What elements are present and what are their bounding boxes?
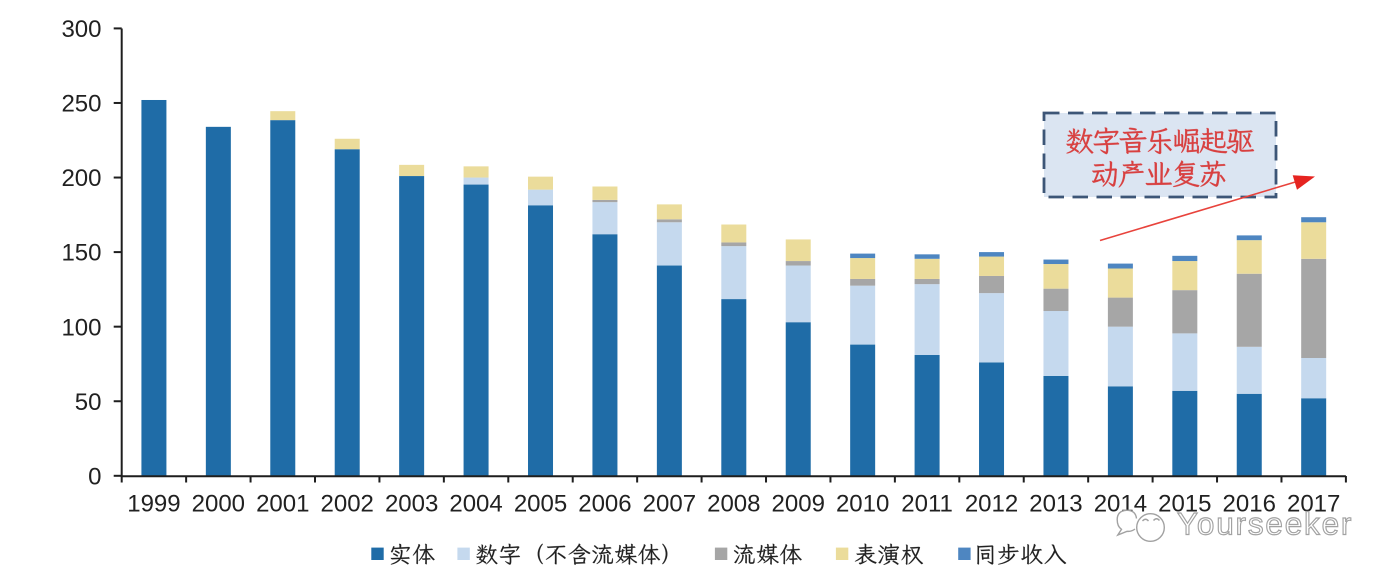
svg-text:100: 100 bbox=[61, 314, 101, 341]
svg-text:2013: 2013 bbox=[1029, 491, 1082, 518]
svg-text:2016: 2016 bbox=[1223, 491, 1276, 518]
svg-text:2000: 2000 bbox=[192, 491, 245, 518]
svg-text:2017: 2017 bbox=[1287, 491, 1340, 518]
svg-text:2011: 2011 bbox=[901, 491, 953, 518]
svg-text:2010: 2010 bbox=[836, 491, 889, 518]
svg-text:2015: 2015 bbox=[1158, 491, 1211, 518]
svg-text:2006: 2006 bbox=[578, 491, 631, 518]
svg-text:150: 150 bbox=[61, 240, 101, 267]
svg-text:250: 250 bbox=[61, 91, 101, 118]
svg-text:2007: 2007 bbox=[643, 491, 696, 518]
svg-text:2005: 2005 bbox=[514, 491, 567, 518]
svg-text:2002: 2002 bbox=[321, 491, 374, 518]
svg-text:2004: 2004 bbox=[449, 491, 502, 518]
svg-text:2009: 2009 bbox=[772, 491, 825, 518]
svg-text:2008: 2008 bbox=[707, 491, 760, 518]
svg-text:50: 50 bbox=[75, 389, 102, 416]
svg-text:0: 0 bbox=[88, 463, 101, 490]
svg-text:200: 200 bbox=[61, 165, 101, 192]
svg-text:Yourseeker: Yourseeker bbox=[1177, 506, 1353, 542]
svg-text:300: 300 bbox=[61, 16, 101, 43]
svg-text:1999: 1999 bbox=[127, 491, 180, 518]
svg-text:2003: 2003 bbox=[385, 491, 438, 518]
svg-text:2001: 2001 bbox=[256, 491, 309, 518]
svg-text:2012: 2012 bbox=[965, 491, 1018, 518]
